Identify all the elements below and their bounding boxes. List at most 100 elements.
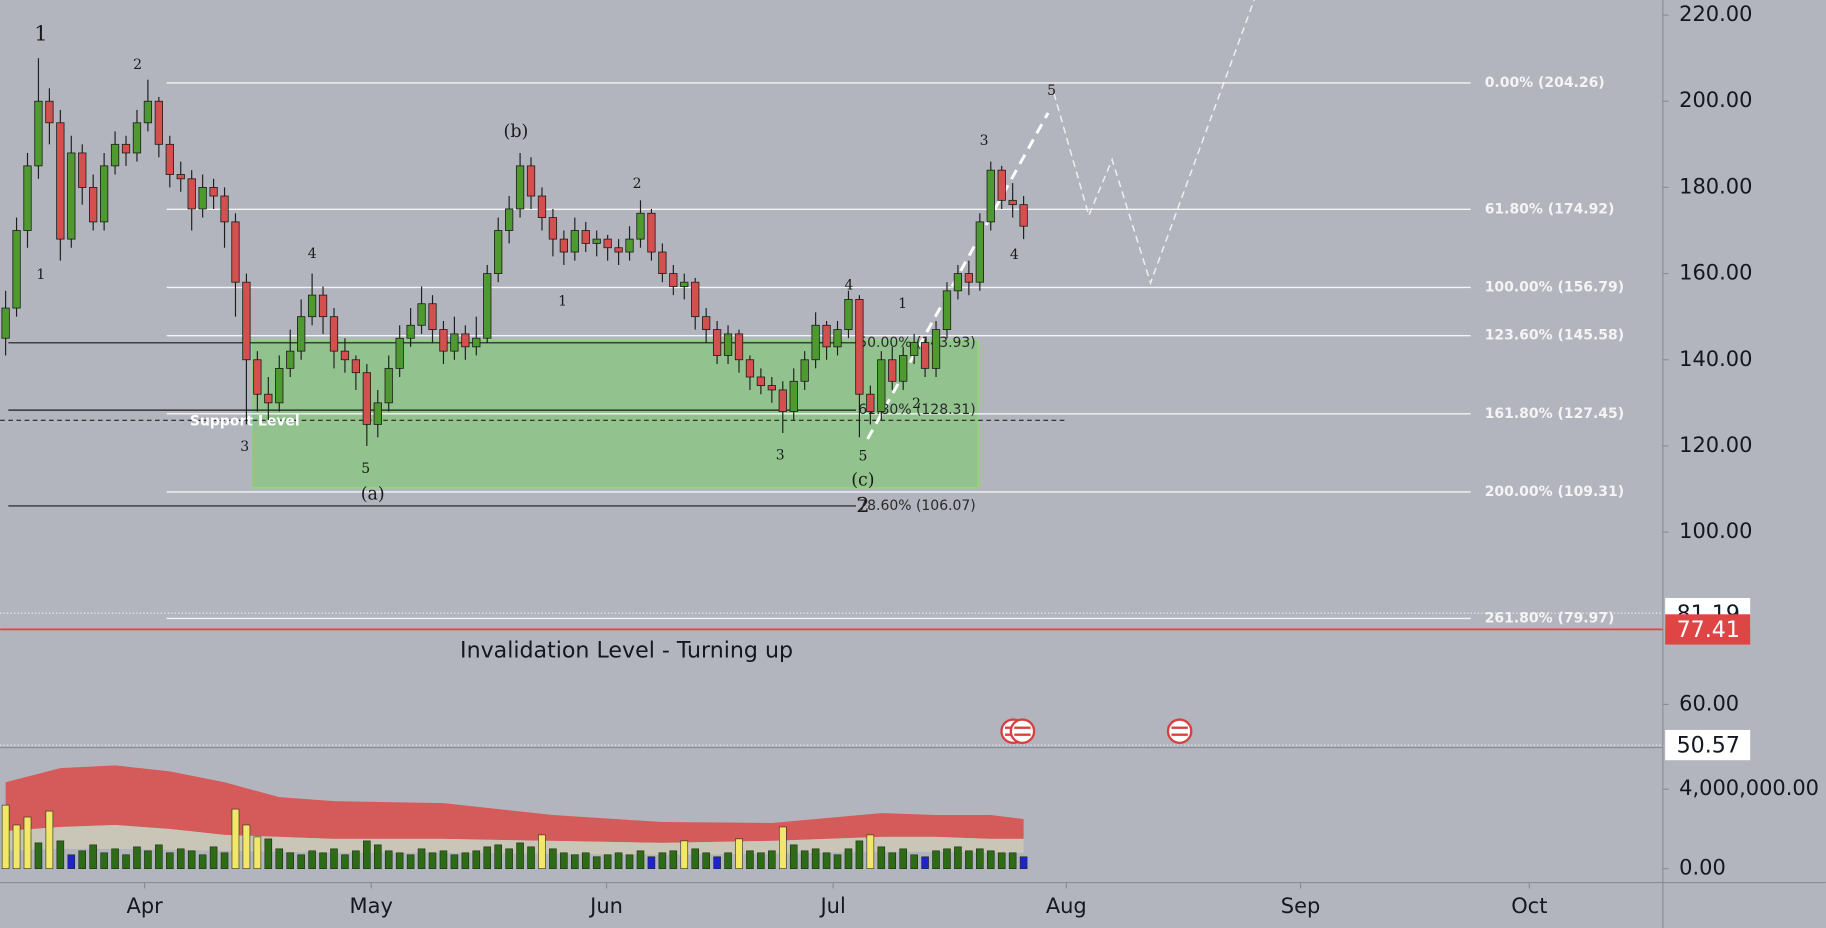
wave-label: 4 — [308, 246, 317, 262]
wave-label: 4 — [1010, 247, 1019, 263]
candle-body — [340, 350, 350, 361]
candle-body — [198, 187, 207, 210]
wave-label: 1 — [36, 267, 45, 283]
candle-body — [899, 355, 908, 382]
volume-bar — [768, 850, 776, 869]
candle-body — [833, 329, 842, 348]
volume-bar — [669, 850, 678, 869]
volume-bar — [1, 804, 10, 869]
volume-bar — [231, 808, 240, 869]
wave-label: 2 — [856, 493, 869, 517]
volume-bar — [538, 834, 546, 869]
candle-body — [680, 281, 689, 287]
volume-bar — [187, 850, 196, 869]
x-tick-label: Apr — [127, 894, 164, 918]
volume-bar — [483, 846, 492, 869]
candle-body — [450, 333, 459, 352]
volume-bar — [833, 854, 842, 869]
volume-bar — [155, 844, 163, 869]
volume-bar — [56, 840, 65, 869]
volume-bar — [691, 848, 699, 869]
volume-bar — [800, 850, 809, 869]
candle-body — [362, 372, 371, 425]
candle-body — [920, 342, 930, 369]
wave-label: 1 — [898, 296, 907, 312]
volume-bar — [647, 856, 656, 869]
candle-body — [1, 307, 10, 339]
y-tick-label: 220.00 — [1679, 2, 1752, 26]
volume-bar — [100, 852, 108, 869]
volume-bar — [67, 854, 76, 869]
volume-bar — [264, 838, 273, 869]
y-tick-label: 100.00 — [1679, 519, 1752, 543]
volume-bar — [789, 844, 798, 869]
candle-body — [209, 187, 218, 197]
volume-bar — [516, 842, 524, 869]
volume-bar — [12, 824, 21, 869]
candle-body — [581, 230, 590, 244]
projection-wave — [866, 112, 1050, 440]
candle-body — [734, 333, 744, 361]
event-flag — [1166, 718, 1193, 745]
volume-bar — [439, 850, 448, 869]
volume-bar — [494, 844, 502, 869]
flag-stripe — [1014, 733, 1031, 736]
candle-body — [286, 350, 295, 369]
candle-body — [297, 316, 306, 352]
fib-label: 200.00% (109.31) — [1485, 484, 1624, 500]
volume-bar — [921, 856, 929, 869]
volume-bar — [330, 848, 338, 869]
candle-body — [800, 359, 809, 382]
fib-label: 100.00% (156.79) — [1485, 279, 1624, 295]
candle-body — [614, 247, 623, 253]
volume-bar — [505, 848, 513, 869]
volume-bar — [373, 844, 382, 869]
candle-body — [526, 165, 536, 197]
candle-body — [12, 230, 21, 309]
candle-body — [647, 212, 656, 253]
volume-tick-label: 0.00 — [1679, 856, 1726, 880]
candle-body — [658, 251, 667, 274]
volume-bar — [89, 844, 97, 869]
volume-bar — [844, 848, 853, 869]
volume-bar — [166, 852, 174, 869]
wave-label: 2 — [633, 176, 642, 192]
candle-body — [494, 230, 503, 274]
volume-bar — [111, 848, 119, 869]
candle-body — [778, 389, 787, 412]
inner-fib-label: 61.80% (128.31) — [858, 402, 975, 418]
volume-bar — [965, 850, 973, 869]
volume-bar — [549, 848, 557, 869]
volume-bar — [34, 842, 43, 869]
volume-bar — [363, 840, 371, 869]
candle-body — [275, 367, 284, 404]
candle-body — [406, 324, 415, 339]
volume-bar — [910, 854, 918, 869]
candle-body — [1008, 199, 1017, 206]
candle-body — [570, 230, 579, 253]
candle-body — [154, 100, 163, 145]
candle-body — [187, 178, 196, 210]
candle-body — [34, 100, 43, 167]
candle-body — [691, 281, 700, 318]
volume-bar — [866, 834, 875, 869]
volume-bar — [822, 852, 831, 869]
candle-body — [45, 100, 54, 124]
price-marker-label: 50.57 — [1677, 733, 1740, 759]
wave-label: 1 — [34, 21, 47, 45]
wave-label: 5 — [1047, 83, 1056, 99]
volume-bar — [133, 846, 141, 869]
candle-body — [56, 122, 65, 240]
volume-tick-label: 4,000,000.00 — [1679, 776, 1819, 800]
price-marker-box — [1665, 614, 1751, 645]
projection-path — [1053, 0, 1255, 286]
candle-body — [220, 195, 229, 223]
volume-bar — [877, 846, 886, 869]
volume-bar — [527, 846, 535, 869]
candle-body — [264, 393, 273, 404]
candle-body — [231, 221, 240, 283]
wave-label: 3 — [240, 439, 249, 455]
volume-bar — [286, 852, 294, 869]
wave-label: (c) — [851, 470, 874, 490]
